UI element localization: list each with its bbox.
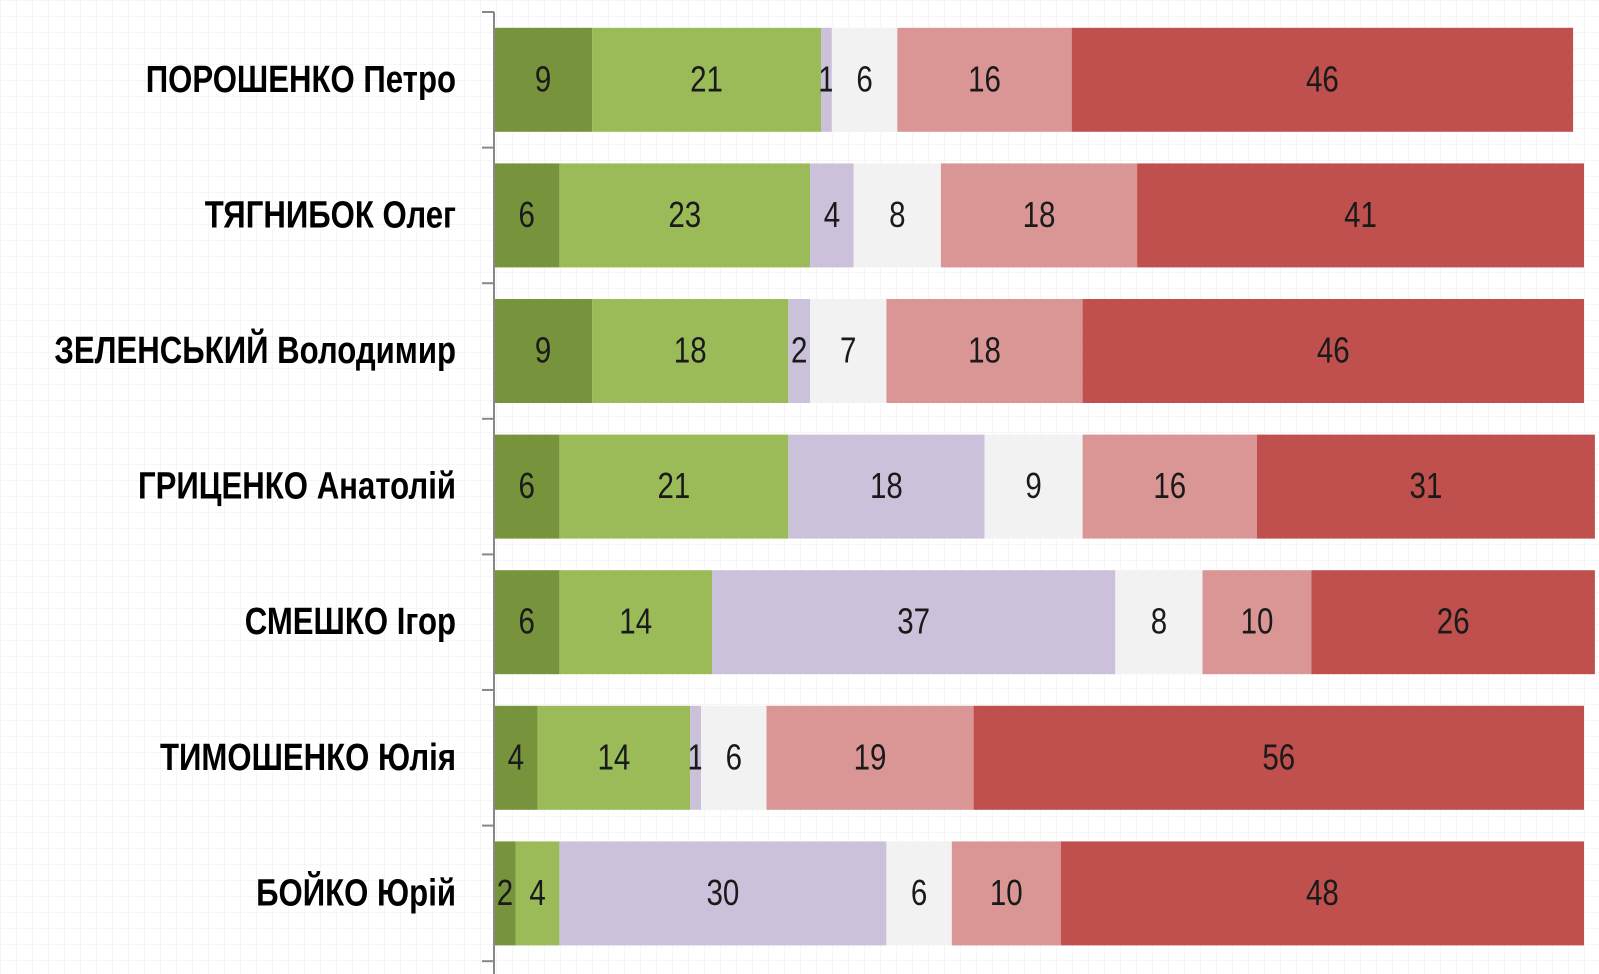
data-label: 18 <box>674 330 707 370</box>
bar-segment <box>494 434 560 539</box>
bar-segment <box>1082 299 1584 403</box>
bar-segment <box>494 570 560 675</box>
data-label: 46 <box>1306 58 1339 98</box>
bar-segment <box>494 27 593 132</box>
data-label: 10 <box>1241 601 1274 641</box>
data-label: 9 <box>1025 465 1041 505</box>
data-label: 21 <box>690 58 723 98</box>
category-label: ТИМОШЕНКО Юлія <box>160 737 456 779</box>
bar-segment <box>897 27 1072 132</box>
bar-segment <box>886 841 952 946</box>
bar-segment <box>951 841 1061 946</box>
bar-segment <box>810 299 887 403</box>
bar-segment <box>853 163 941 268</box>
bar-segment <box>788 434 985 539</box>
bar-segment <box>494 705 538 810</box>
category-label: СМЕШКО Ігор <box>245 601 456 643</box>
data-label: 4 <box>508 736 524 776</box>
data-label: 1 <box>818 58 834 98</box>
bar-segment <box>1071 27 1574 132</box>
data-label: 6 <box>518 194 534 234</box>
data-label: 2 <box>791 330 807 370</box>
bar-segment <box>690 705 702 810</box>
category-label: ТЯГНИБОК Олег <box>205 195 456 237</box>
data-label: 16 <box>968 58 1001 98</box>
data-label: 4 <box>824 194 840 234</box>
data-label: 10 <box>990 872 1023 912</box>
bar-segment <box>1137 163 1584 268</box>
data-label: 30 <box>706 872 739 912</box>
data-label: 9 <box>535 58 551 98</box>
bar-segment <box>831 27 898 132</box>
bar-segment <box>1311 570 1595 675</box>
data-label: 6 <box>856 58 872 98</box>
data-label: 14 <box>619 601 652 641</box>
bar-segment <box>712 570 1116 675</box>
data-label: 8 <box>1151 601 1167 641</box>
bar-segment <box>537 705 691 810</box>
bar-segment <box>592 299 789 403</box>
data-label: 37 <box>897 601 930 641</box>
data-label: 7 <box>840 330 856 370</box>
data-label: 46 <box>1317 330 1350 370</box>
data-label: 18 <box>870 465 903 505</box>
bar-segment <box>1082 434 1257 539</box>
bar-segment <box>559 570 712 675</box>
data-label: 56 <box>1262 736 1295 776</box>
data-label: 18 <box>1023 194 1056 234</box>
data-label: 23 <box>668 194 701 234</box>
data-label: 6 <box>911 872 927 912</box>
data-label: 18 <box>968 330 1001 370</box>
data-label: 26 <box>1437 601 1470 641</box>
bar-segment <box>559 434 789 539</box>
bar-segment <box>886 299 1083 403</box>
category-label: БОЙКО Юрій <box>256 870 456 914</box>
category-label: ЗЕЛЕНСЬКИЙ Володимир <box>54 328 456 372</box>
bar-segment <box>559 841 887 946</box>
bar-segment <box>592 27 821 132</box>
bar-segment <box>1060 841 1584 946</box>
bar-segment <box>973 705 1584 810</box>
bar-segment <box>701 705 767 810</box>
bar-segment <box>766 705 974 810</box>
data-label: 1 <box>687 736 703 776</box>
bar-segment <box>494 841 516 946</box>
bar-segment <box>515 841 560 946</box>
bar-segment <box>494 163 560 268</box>
data-label: 4 <box>529 872 545 912</box>
data-label: 9 <box>535 330 551 370</box>
category-label: ГРИЦЕНКО Анатолій <box>138 466 456 508</box>
data-label: 2 <box>497 872 513 912</box>
data-label: 41 <box>1344 194 1377 234</box>
bar-segment <box>1202 570 1312 675</box>
category-label: ПОРОШЕНКО Петро <box>146 59 456 101</box>
data-label: 8 <box>889 194 905 234</box>
bar-segment <box>788 299 811 403</box>
bar-segment <box>1115 570 1203 675</box>
data-label: 48 <box>1306 872 1339 912</box>
bar-segment <box>984 434 1083 539</box>
data-label: 6 <box>726 736 742 776</box>
bar-segment <box>810 163 854 268</box>
data-label: 6 <box>518 601 534 641</box>
data-label: 21 <box>657 465 690 505</box>
data-label: 31 <box>1410 465 1443 505</box>
bar-segment <box>494 299 593 403</box>
bar-segment <box>1257 434 1595 539</box>
data-label: 16 <box>1153 465 1186 505</box>
bar-segment <box>559 163 811 268</box>
data-label: 6 <box>518 465 534 505</box>
bar-segment <box>821 27 832 132</box>
data-label: 19 <box>854 736 887 776</box>
bar-segment <box>940 163 1138 268</box>
data-label: 14 <box>597 736 630 776</box>
